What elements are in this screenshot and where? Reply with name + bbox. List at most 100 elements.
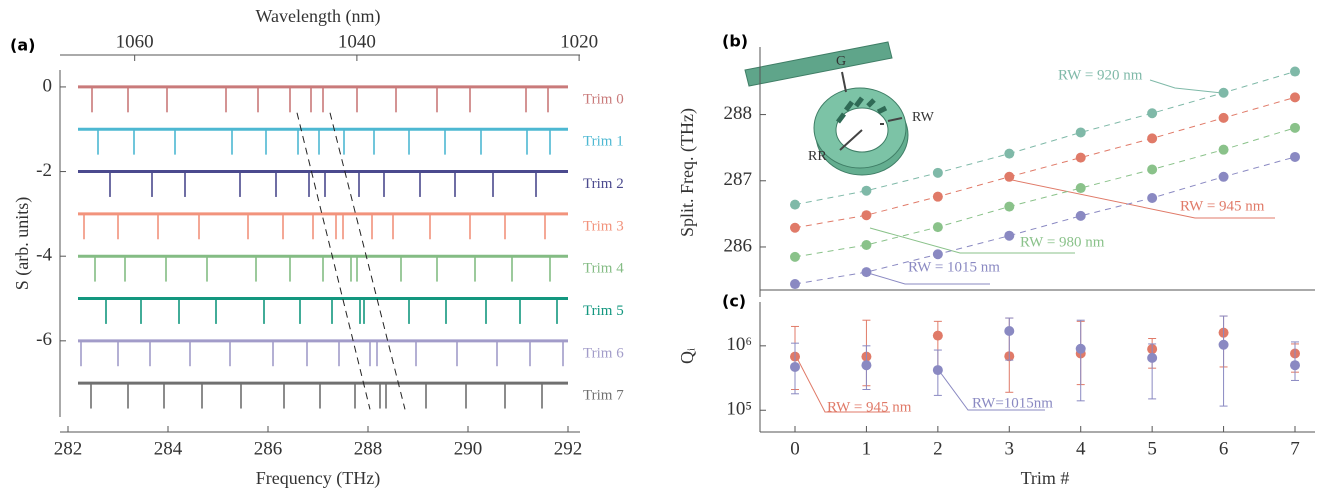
trace-label: Trim 5 [583, 303, 624, 319]
y-tick-label: 286 [724, 235, 753, 256]
x2-tick-label: 1060 [116, 31, 154, 52]
series-annotation: RW = 920 nm [1058, 67, 1143, 83]
panel-label: (c) [722, 292, 746, 311]
trace-label: Trim 6 [583, 345, 624, 361]
point [790, 222, 800, 233]
point [861, 185, 872, 196]
x-axis-label: Trim # [1021, 468, 1070, 488]
point [932, 330, 943, 341]
series-annotation: RW = 1015 nm [908, 259, 1000, 275]
y-tick-label: -2 [36, 160, 52, 181]
y-axis-label: Split. Freq. (THz) [677, 108, 698, 237]
fit-line [794, 71, 1296, 206]
point [1218, 339, 1229, 350]
trace-label: Trim 3 [583, 218, 624, 234]
x-tick-label: 7 [1290, 438, 1300, 459]
panel: (b) 286 287 288 Split. Freq. (THz) RW = 920 n… [677, 32, 1315, 297]
x-tick-label: 2 [933, 438, 943, 459]
panel: (a) 0 -2 -4 -6 S (arb. units) 282 284 286 288 290 2… [10, 6, 624, 489]
fit-line [794, 96, 1296, 229]
point [1218, 171, 1229, 182]
leader-line [867, 272, 990, 285]
point [932, 167, 943, 178]
inset-label: G [836, 54, 846, 69]
point [1290, 122, 1300, 133]
point [932, 191, 943, 202]
y-tick-label: 0 [43, 75, 53, 96]
point [790, 199, 800, 210]
x-tick-label: 288 [354, 438, 383, 459]
x-tick-label: 0 [790, 438, 800, 459]
y-axis-label: Qᵢ [677, 348, 697, 364]
y-tick-label: 287 [724, 169, 753, 190]
point [1290, 92, 1300, 103]
point [1004, 230, 1015, 241]
x-tick-label: 284 [154, 438, 183, 459]
point [1075, 210, 1086, 221]
x-tick-label: 292 [554, 438, 583, 459]
point [861, 239, 872, 250]
point [1075, 127, 1086, 138]
point [1290, 151, 1300, 162]
error-bar [1005, 317, 1014, 361]
x2-axis-label: Wavelength (nm) [255, 6, 380, 27]
point [861, 210, 872, 221]
y-tick-label: -4 [36, 245, 52, 266]
point [1147, 108, 1158, 119]
point [861, 360, 872, 371]
point [1290, 66, 1300, 77]
x-tick-label: 4 [1076, 438, 1086, 459]
x2-tick-label: 1020 [560, 31, 598, 52]
y-axis-label: S (arb. units) [12, 197, 33, 291]
leader-line [1149, 79, 1223, 94]
trace-label: Trim 7 [583, 388, 624, 404]
point [932, 222, 943, 233]
x-tick-label: 3 [1005, 438, 1015, 459]
y-tick-label: 10⁵ [726, 399, 752, 420]
x-tick-label: 1 [862, 438, 872, 459]
point [1147, 192, 1158, 203]
leader-line [796, 357, 890, 413]
point [1004, 148, 1015, 159]
x-tick-label: 286 [254, 438, 283, 459]
inset-label: RW [912, 110, 935, 125]
point [790, 361, 800, 372]
point [1290, 360, 1300, 371]
leader-line [1011, 179, 1275, 219]
guide-line [296, 112, 371, 410]
point [1218, 144, 1229, 155]
error-bar [1076, 319, 1085, 402]
point [1004, 171, 1015, 182]
series-annotation: RW = 945 nm [1180, 198, 1265, 214]
panel-label: (a) [10, 36, 35, 55]
point [1075, 152, 1086, 163]
panel-label: (b) [722, 32, 748, 51]
x2-tick-label: 1040 [338, 31, 376, 52]
point [1075, 183, 1086, 194]
series-annotation: RW = 980 nm [1020, 234, 1105, 250]
point [932, 249, 943, 260]
fit-line [794, 127, 1296, 258]
arrows [839, 71, 903, 151]
y-tick-label: 288 [724, 103, 753, 124]
leader-line [939, 371, 1045, 411]
point [1004, 201, 1015, 212]
x-axis-label: Frequency (THz) [256, 468, 380, 489]
x-tick-label: 282 [54, 438, 83, 459]
ring-inset [744, 41, 909, 176]
panel: (c) 10⁵ 10⁶ Qᵢ 0 1 2 3 4 5 6 7 Trim # RW = 945 nm RW=1… [677, 292, 1315, 488]
point [1004, 325, 1015, 336]
x-tick-label: 5 [1147, 438, 1157, 459]
x-tick-label: 290 [454, 438, 483, 459]
series-annotation: RW=1015nm [972, 395, 1053, 411]
point [861, 267, 872, 278]
inset-label: RR [808, 149, 827, 164]
trace-label: Trim 2 [583, 176, 624, 192]
guide-line [329, 112, 406, 410]
trace-label: Trim 1 [583, 134, 624, 150]
point [1218, 112, 1229, 123]
x-tick-label: 6 [1219, 438, 1229, 459]
grating-teeth [836, 96, 888, 124]
trace-label: Trim 0 [583, 91, 624, 107]
